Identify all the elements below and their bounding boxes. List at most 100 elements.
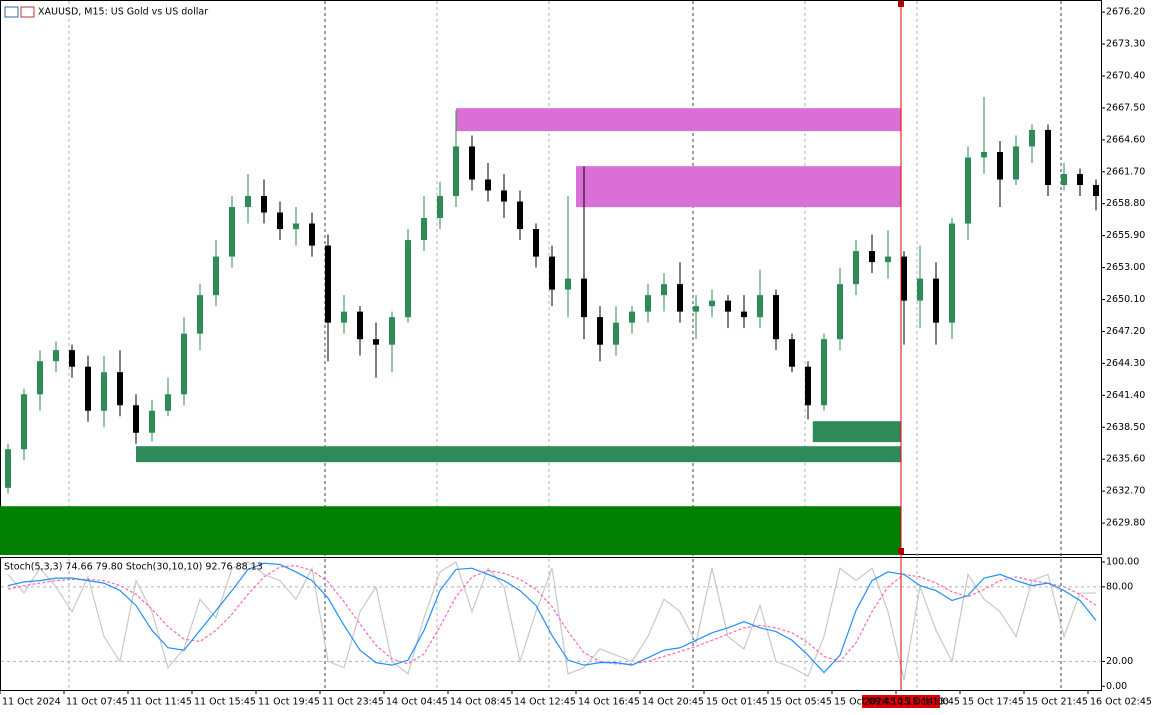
candle-body	[741, 311, 747, 318]
candle-body	[981, 151, 987, 158]
x-tick-label: 14 Oct 12:45	[514, 697, 576, 708]
candle-body	[517, 201, 523, 230]
y-tick-label: 2638.50	[1106, 422, 1145, 433]
candle-body	[693, 306, 699, 312]
x-tick-label: 11 Oct 15:45	[194, 697, 256, 708]
candle-body	[997, 151, 1003, 180]
candle-body	[853, 251, 859, 285]
zone	[456, 108, 901, 132]
candle-body	[1029, 129, 1035, 147]
candle-body	[565, 278, 571, 290]
candle-body	[1093, 185, 1099, 197]
x-tick-label: 15 Oct 01:45	[706, 697, 768, 708]
y-tick-label: 2676.20	[1106, 7, 1145, 18]
zone	[136, 446, 901, 463]
candle-body	[789, 339, 795, 367]
candle-body	[69, 350, 75, 367]
candle-body	[549, 256, 555, 290]
x-tick-label: 14 Oct 16:45	[578, 697, 640, 708]
x-tick-label: 15 Oct 09:45	[834, 697, 896, 708]
y-tick-label: 2632.70	[1106, 486, 1145, 497]
candle-body	[645, 295, 651, 312]
candle-body	[325, 245, 331, 323]
candle-body	[917, 278, 923, 301]
y-tick-label: 2667.50	[1106, 102, 1145, 113]
candle-body	[885, 256, 891, 263]
y-tick-label: 80.00	[1106, 581, 1133, 592]
y-tick-label: 2658.80	[1106, 198, 1145, 209]
candle-body	[453, 146, 459, 197]
candle-body	[949, 223, 955, 323]
candle-body	[805, 366, 811, 406]
x-tick-label: 11 Oct 19:45	[258, 697, 320, 708]
y-tick-label: 2647.20	[1106, 326, 1145, 337]
candle-body	[677, 284, 683, 312]
x-tick-label: 15 Oct 21:45	[1026, 697, 1088, 708]
candle-body	[37, 361, 43, 395]
x-tick-label: 14 Oct 20:45	[642, 697, 704, 708]
y-tick-label: 2655.90	[1106, 230, 1145, 241]
cursor-handle	[898, 1, 904, 7]
candle-body	[149, 410, 155, 433]
x-tick-label: 11 Oct 23:45	[322, 697, 384, 708]
x-tick-label: 15 Oct 17:45	[962, 697, 1024, 708]
candle-body	[421, 218, 427, 241]
candle-body	[341, 311, 347, 323]
candle-body	[533, 229, 539, 257]
candle-body	[181, 333, 187, 395]
candle-body	[165, 394, 171, 411]
candle-body	[1061, 173, 1067, 185]
symbol-icon	[4, 6, 35, 18]
candle-body	[709, 300, 715, 307]
cursor-handle	[898, 548, 904, 554]
candle-body	[357, 311, 363, 340]
candle-body	[1045, 129, 1051, 185]
candle-body	[373, 339, 379, 345]
candle-body	[437, 196, 443, 219]
indicator-title: Stoch(5,3,3) 74.66 79.80 Stoch(30,10,10)…	[4, 562, 263, 573]
x-tick-label: 11 Oct 07:45	[66, 697, 128, 708]
chart-title: XAUUSD, M15: US Gold vs US dollar	[38, 7, 208, 18]
candle-body	[821, 339, 827, 406]
candle-body	[581, 278, 587, 318]
candle-body	[597, 317, 603, 345]
candle-body	[133, 405, 139, 433]
candle-body	[501, 190, 507, 202]
candle-body	[277, 212, 283, 230]
y-tick-label: 2641.40	[1106, 390, 1145, 401]
candle-body	[229, 207, 235, 257]
y-tick-label: 2673.30	[1106, 39, 1145, 50]
zone	[576, 166, 901, 208]
x-tick-label: 15 Oct 05:45	[770, 697, 832, 708]
y-tick-label: 2670.40	[1106, 70, 1145, 81]
candle-body	[1013, 146, 1019, 180]
zone	[0, 506, 901, 555]
y-tick-label: 2661.70	[1106, 166, 1145, 177]
y-tick-label: 2629.80	[1106, 518, 1145, 529]
candle-body	[933, 278, 939, 323]
candle-body	[661, 284, 667, 296]
y-tick-label: 100.00	[1106, 556, 1139, 567]
stoch-line	[7, 562, 1097, 674]
y-tick-label: 2644.30	[1106, 358, 1145, 369]
stoch-line	[7, 565, 1097, 665]
y-tick-label: 2664.60	[1106, 134, 1145, 145]
x-tick-label: 14 Oct 04:45	[386, 697, 448, 708]
candle-body	[197, 295, 203, 334]
x-tick-label: 11 Oct 11:45	[130, 697, 192, 708]
candle-body	[85, 366, 91, 411]
y-tick-label: 0.00	[1106, 681, 1127, 692]
candle-body	[837, 284, 843, 340]
candle-body	[5, 449, 11, 488]
candle-body	[53, 350, 59, 362]
candle-body	[101, 372, 107, 411]
y-tick-label: 2653.00	[1106, 262, 1145, 273]
candle-body	[869, 251, 875, 263]
cursor-label: 2024.10.15 14:00	[864, 697, 949, 708]
candle-body	[901, 256, 907, 301]
candle-body	[757, 295, 763, 318]
candle-body	[629, 311, 635, 323]
y-tick-label: 2650.10	[1106, 294, 1145, 305]
candle-body	[245, 196, 251, 208]
